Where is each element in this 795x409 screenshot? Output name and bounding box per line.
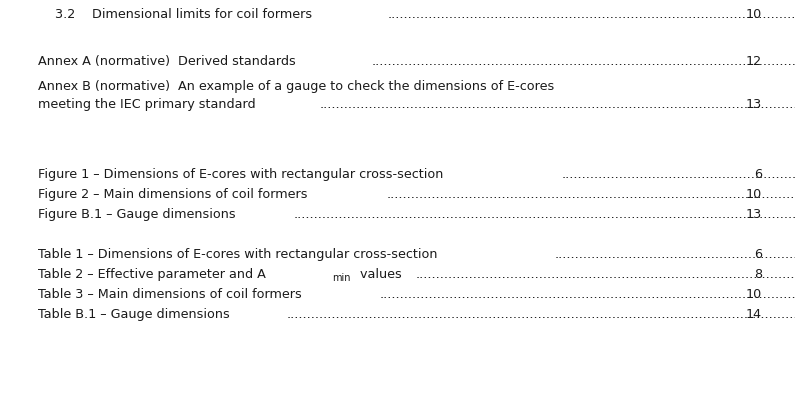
Text: Table 2 – Effective parameter and A: Table 2 – Effective parameter and A bbox=[38, 267, 266, 280]
Text: Table 3 – Main dimensions of coil formers: Table 3 – Main dimensions of coil former… bbox=[38, 287, 302, 300]
Text: 10: 10 bbox=[746, 8, 762, 21]
Text: 3.2  Dimensional limits for coil formers: 3.2 Dimensional limits for coil formers bbox=[55, 8, 312, 21]
Text: ................................................................................: ........................................… bbox=[554, 247, 795, 261]
Text: values: values bbox=[356, 267, 401, 280]
Text: meeting the IEC primary standard: meeting the IEC primary standard bbox=[38, 98, 256, 111]
Text: 14: 14 bbox=[746, 307, 762, 320]
Text: Annex B (normative)  An example of a gauge to check the dimensions of E-cores: Annex B (normative) An example of a gaug… bbox=[38, 80, 554, 93]
Text: Table B.1 – Gauge dimensions: Table B.1 – Gauge dimensions bbox=[38, 307, 230, 320]
Text: ................................................................................: ........................................… bbox=[379, 287, 795, 300]
Text: 6: 6 bbox=[754, 168, 762, 180]
Text: 10: 10 bbox=[746, 287, 762, 300]
Text: ................................................................................: ........................................… bbox=[416, 267, 795, 280]
Text: 8: 8 bbox=[754, 267, 762, 280]
Text: 13: 13 bbox=[746, 207, 762, 220]
Text: ................................................................................: ........................................… bbox=[388, 8, 795, 21]
Text: ................................................................................: ........................................… bbox=[386, 188, 795, 200]
Text: 13: 13 bbox=[746, 98, 762, 111]
Text: 12: 12 bbox=[746, 55, 762, 68]
Text: ................................................................................: ........................................… bbox=[371, 55, 795, 68]
Text: Figure 2 – Main dimensions of coil formers: Figure 2 – Main dimensions of coil forme… bbox=[38, 188, 308, 200]
Text: ................................................................................: ........................................… bbox=[320, 98, 795, 111]
Text: 6: 6 bbox=[754, 247, 762, 261]
Text: ................................................................................: ........................................… bbox=[286, 307, 795, 320]
Text: Table 1 – Dimensions of E-cores with rectangular cross-section: Table 1 – Dimensions of E-cores with rec… bbox=[38, 247, 437, 261]
Text: ................................................................................: ........................................… bbox=[562, 168, 795, 180]
Text: Annex A (normative)  Derived standards: Annex A (normative) Derived standards bbox=[38, 55, 296, 68]
Text: 10: 10 bbox=[746, 188, 762, 200]
Text: min: min bbox=[332, 273, 351, 283]
Text: ................................................................................: ........................................… bbox=[294, 207, 795, 220]
Text: Figure 1 – Dimensions of E-cores with rectangular cross-section: Figure 1 – Dimensions of E-cores with re… bbox=[38, 168, 444, 180]
Text: Figure B.1 – Gauge dimensions: Figure B.1 – Gauge dimensions bbox=[38, 207, 235, 220]
